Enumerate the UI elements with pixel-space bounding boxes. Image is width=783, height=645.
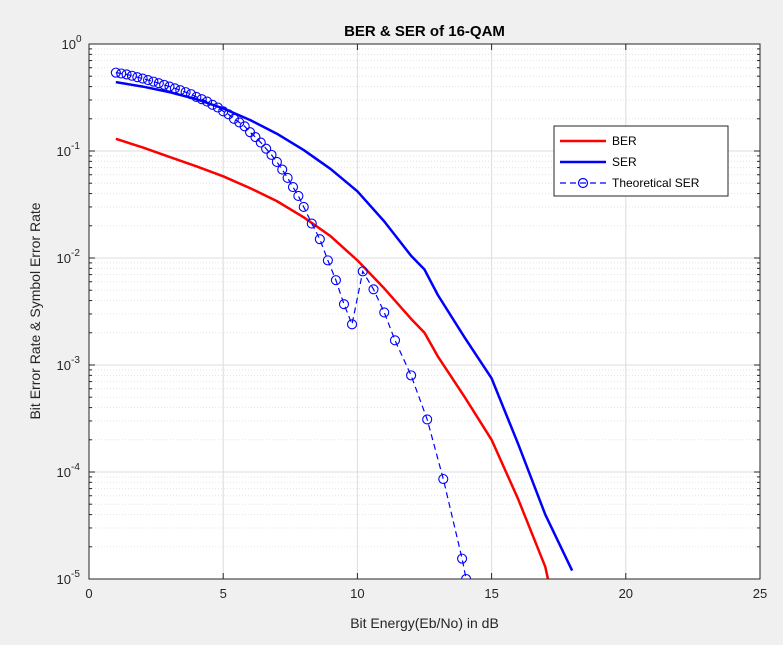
legend-ber-label: BER bbox=[612, 134, 637, 148]
series-theoretical-ser-marker bbox=[379, 307, 390, 318]
series-theoretical-ser-marker bbox=[169, 83, 180, 94]
series-theoretical-ser-marker bbox=[239, 121, 250, 132]
y-axis-label: Bit Error Rate & Symbol Error Rate bbox=[27, 202, 43, 419]
series-theoretical-ser-marker bbox=[266, 149, 277, 160]
series-theoretical-ser-marker bbox=[153, 78, 164, 89]
series-theoretical-ser-marker bbox=[196, 94, 207, 105]
chart-title: BER & SER of 16-QAM bbox=[344, 23, 505, 40]
series-theoretical-ser-marker bbox=[207, 99, 218, 110]
series-theoretical-ser-marker bbox=[338, 299, 350, 310]
series-theoretical-ser-line bbox=[115, 72, 467, 579]
x-tick-label: 15 bbox=[484, 586, 498, 601]
series-theoretical-ser-marker bbox=[255, 137, 266, 148]
series-theoretical-ser-marker bbox=[406, 370, 417, 381]
series-theoretical-ser-marker bbox=[126, 70, 137, 81]
series-theoretical-ser-marker bbox=[132, 72, 143, 83]
series-theoretical-ser-marker bbox=[164, 81, 175, 92]
legend-theoretical-ser-marker bbox=[577, 177, 589, 189]
series-theoretical-ser-marker bbox=[314, 234, 325, 245]
series-theoretical-ser-marker bbox=[282, 172, 293, 183]
y-tick-label: 10 bbox=[57, 358, 71, 373]
series-theoretical-ser-marker bbox=[438, 473, 449, 485]
series-theoretical-ser-marker bbox=[191, 91, 202, 102]
y-tick-label: 10 bbox=[57, 465, 71, 480]
legend-theoretical-ser-label: Theoretical SER bbox=[612, 176, 700, 190]
y-tick-label: 10 bbox=[57, 572, 71, 587]
y-tick-exponent: -5 bbox=[71, 569, 80, 580]
series-theoretical-ser-marker bbox=[261, 143, 272, 154]
series-theoretical-ser-marker bbox=[110, 67, 121, 78]
x-axis-label: Bit Energy(Eb/No) in dB bbox=[350, 615, 499, 631]
y-tick-label: 10 bbox=[57, 251, 71, 266]
x-tick-label: 25 bbox=[753, 586, 767, 601]
series-theoretical-ser-marker bbox=[287, 182, 299, 193]
series-theoretical-ser-marker bbox=[175, 85, 186, 96]
x-tick-label: 5 bbox=[220, 586, 227, 601]
series-theoretical-ser-marker bbox=[159, 79, 170, 90]
legend: BER SER Theoretical SER bbox=[553, 125, 729, 197]
series-theoretical-ser-marker bbox=[202, 96, 213, 107]
y-tick-label: 10 bbox=[57, 144, 71, 159]
series-theoretical-ser-marker bbox=[142, 75, 154, 86]
series-theoretical-ser-marker bbox=[422, 414, 433, 425]
y-tick-exponent: -1 bbox=[71, 141, 80, 152]
series-theoretical-ser-marker bbox=[330, 275, 341, 286]
y-tick-exponent: -3 bbox=[71, 355, 80, 366]
series-theoretical-ser-marker bbox=[148, 76, 159, 87]
legend-ser-label: SER bbox=[612, 155, 637, 169]
y-tick-label: 10 bbox=[62, 37, 76, 52]
plot-frame bbox=[88, 43, 761, 580]
series-theoretical-ser-marker bbox=[137, 73, 148, 84]
x-tick-label: 0 bbox=[85, 586, 92, 601]
x-tick-label: 10 bbox=[350, 586, 364, 601]
series-theoretical-ser-marker bbox=[306, 218, 317, 229]
series-theoretical-ser-marker bbox=[368, 284, 379, 295]
series-ser-line bbox=[115, 80, 574, 572]
series-theoretical-ser-marker bbox=[116, 68, 127, 79]
series-theoretical-ser-marker bbox=[121, 69, 132, 80]
series-theoretical-ser-marker bbox=[218, 106, 229, 117]
series-theoretical-ser-marker bbox=[389, 335, 401, 346]
series-theoretical-ser-marker bbox=[357, 266, 368, 277]
series-theoretical-ser-marker bbox=[228, 113, 239, 124]
series-theoretical-ser-marker bbox=[322, 255, 333, 266]
series-theoretical-ser-marker bbox=[298, 201, 309, 212]
y-tick-exponent: 0 bbox=[76, 34, 82, 45]
series-layer bbox=[110, 67, 574, 579]
series-theoretical-ser-marker bbox=[461, 573, 472, 579]
series-theoretical-ser-marker bbox=[457, 553, 468, 564]
x-tick-label: 20 bbox=[619, 586, 633, 601]
y-tick-exponent: -4 bbox=[71, 462, 80, 473]
series-theoretical-ser-marker bbox=[212, 102, 223, 113]
series-theoretical-ser-marker bbox=[271, 156, 282, 168]
series-theoretical-ser-marker bbox=[180, 87, 191, 98]
series-theoretical-ser-marker bbox=[346, 319, 358, 330]
series-ber-line bbox=[115, 137, 550, 579]
plot-area bbox=[89, 44, 760, 579]
series-theoretical-ser-marker bbox=[277, 164, 288, 175]
series-theoretical-ser-marker bbox=[293, 190, 304, 202]
series-theoretical-ser-marker bbox=[185, 89, 197, 100]
series-theoretical-ser-marker bbox=[250, 132, 261, 143]
y-tick-exponent: -2 bbox=[71, 248, 80, 259]
ticks bbox=[88, 43, 761, 580]
